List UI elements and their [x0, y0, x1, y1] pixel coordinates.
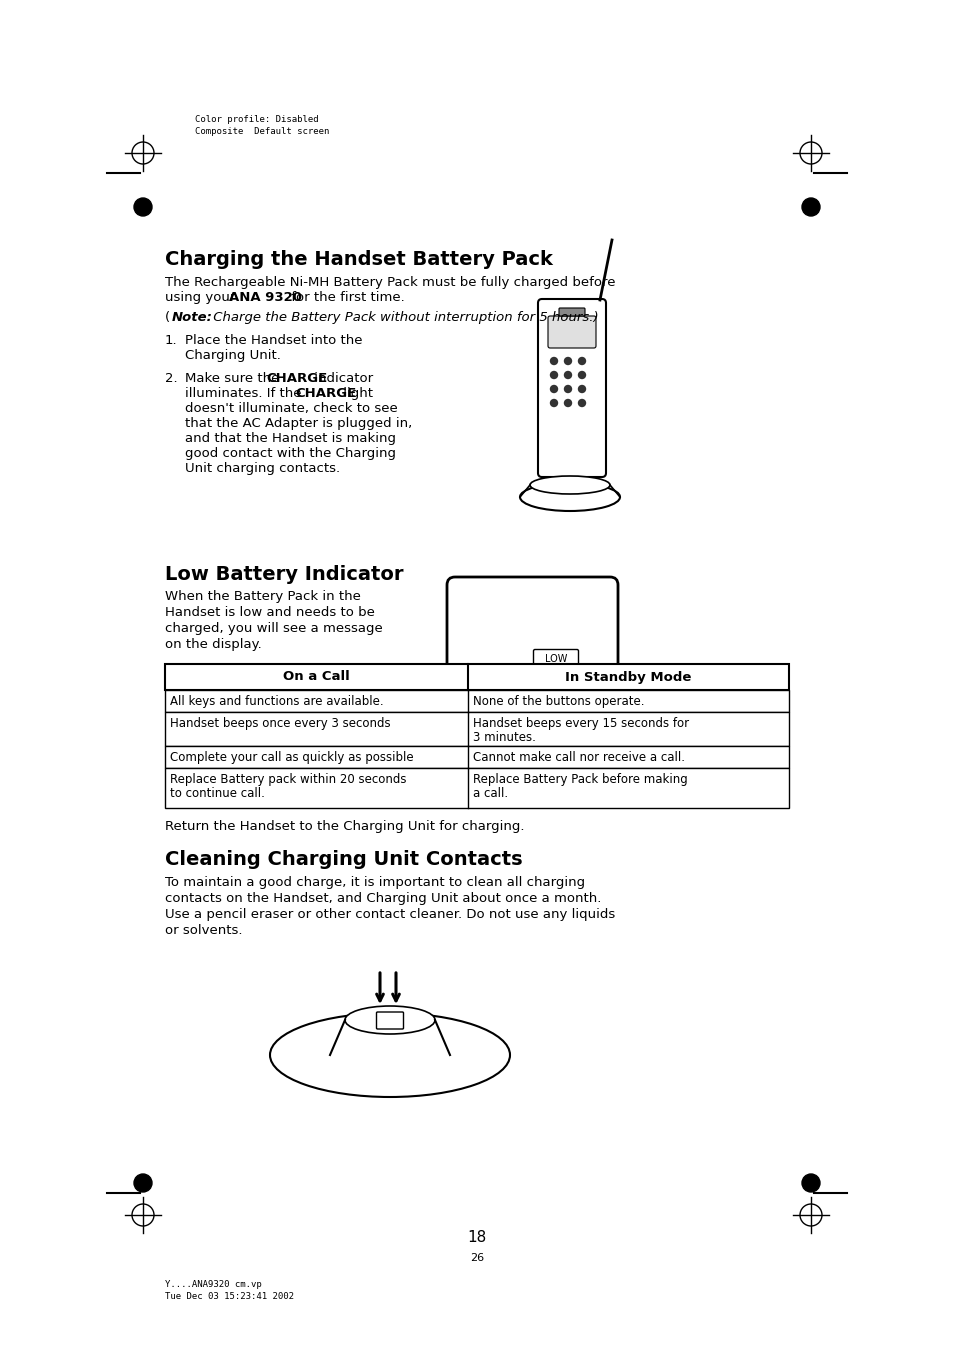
Text: Replace Battery pack within 20 seconds: Replace Battery pack within 20 seconds [170, 773, 406, 786]
Text: Cleaning Charging Unit Contacts: Cleaning Charging Unit Contacts [165, 850, 522, 869]
Text: None of the buttons operate.: None of the buttons operate. [473, 694, 644, 708]
Text: Cannot make call nor receive a call.: Cannot make call nor receive a call. [473, 751, 684, 765]
Text: Complete your call as quickly as possible: Complete your call as quickly as possibl… [170, 751, 414, 765]
Bar [165, 712, 788, 746]
Text: All keys and functions are available.: All keys and functions are available. [170, 694, 383, 708]
Text: Charging the Handset Battery Pack: Charging the Handset Battery Pack [165, 250, 553, 269]
FancyBboxPatch shape [376, 1012, 403, 1029]
Circle shape [578, 385, 585, 393]
Text: charged, you will see a message: charged, you will see a message [165, 621, 382, 635]
Text: that the AC Adapter is plugged in,: that the AC Adapter is plugged in, [185, 417, 412, 430]
Text: Charging Unit.: Charging Unit. [185, 349, 280, 362]
Text: or solvents.: or solvents. [165, 924, 242, 938]
Bar [165, 767, 788, 808]
Circle shape [550, 372, 557, 378]
Bar [165, 746, 788, 767]
Text: Note:: Note: [172, 311, 213, 324]
Text: Use a pencil eraser or other contact cleaner. Do not use any liquids: Use a pencil eraser or other contact cle… [165, 908, 615, 921]
Text: contacts on the Handset, and Charging Unit about once a month.: contacts on the Handset, and Charging Un… [165, 892, 600, 905]
FancyBboxPatch shape [447, 577, 618, 681]
Text: indicator: indicator [310, 372, 373, 385]
Text: Place the Handset into the: Place the Handset into the [185, 334, 362, 347]
Text: Handset is low and needs to be: Handset is low and needs to be [165, 607, 375, 619]
Text: CHARGE: CHARGE [266, 372, 327, 385]
Circle shape [801, 199, 820, 216]
Circle shape [550, 358, 557, 365]
Ellipse shape [270, 1013, 510, 1097]
Ellipse shape [345, 1006, 435, 1034]
Text: Handset beeps every 15 seconds for: Handset beeps every 15 seconds for [473, 717, 688, 730]
Circle shape [550, 400, 557, 407]
Text: Color profile: Disabled: Color profile: Disabled [194, 115, 318, 124]
Ellipse shape [530, 476, 609, 494]
Circle shape [578, 358, 585, 365]
Text: Replace Battery Pack before making: Replace Battery Pack before making [473, 773, 687, 786]
Text: illuminates. If the: illuminates. If the [185, 386, 305, 400]
Text: a call.: a call. [473, 788, 508, 800]
Circle shape [578, 400, 585, 407]
Text: 26: 26 [470, 1252, 483, 1263]
Text: The Rechargeable Ni-MH Battery Pack must be fully charged before: The Rechargeable Ni-MH Battery Pack must… [165, 276, 615, 289]
Text: good contact with the Charging: good contact with the Charging [185, 447, 395, 459]
Text: on the display.: on the display. [165, 638, 261, 651]
Circle shape [133, 199, 152, 216]
FancyBboxPatch shape [558, 308, 584, 316]
Text: (: ( [165, 311, 170, 324]
Circle shape [550, 385, 557, 393]
Text: In Standby Mode: In Standby Mode [565, 670, 691, 684]
Text: 3 minutes.: 3 minutes. [473, 731, 536, 744]
Ellipse shape [519, 484, 619, 511]
Text: light: light [338, 386, 373, 400]
Circle shape [564, 372, 571, 378]
FancyBboxPatch shape [533, 650, 578, 669]
Text: Return the Handset to the Charging Unit for charging.: Return the Handset to the Charging Unit … [165, 820, 524, 834]
Text: LOW: LOW [544, 654, 567, 663]
Text: To maintain a good charge, it is important to clean all charging: To maintain a good charge, it is importa… [165, 875, 584, 889]
Text: for the first time.: for the first time. [287, 290, 404, 304]
Text: 18: 18 [467, 1229, 486, 1246]
Text: Low Battery Indicator: Low Battery Indicator [165, 565, 403, 584]
Circle shape [133, 1174, 152, 1192]
Text: Charge the Battery Pack without interruption for 5 hours.): Charge the Battery Pack without interrup… [209, 311, 598, 324]
Text: 1.: 1. [165, 334, 177, 347]
Text: Y....ANA9320 cm.vp: Y....ANA9320 cm.vp [165, 1279, 261, 1289]
Circle shape [801, 1174, 820, 1192]
Text: Make sure the: Make sure the [185, 372, 283, 385]
Circle shape [578, 372, 585, 378]
Text: CHARGE: CHARGE [294, 386, 355, 400]
Circle shape [564, 358, 571, 365]
FancyBboxPatch shape [547, 316, 596, 349]
Text: 2.: 2. [165, 372, 177, 385]
Text: Unit charging contacts.: Unit charging contacts. [185, 462, 340, 476]
Text: doesn't illuminate, check to see: doesn't illuminate, check to see [185, 403, 397, 415]
Text: ANA 9320: ANA 9320 [229, 290, 302, 304]
Circle shape [564, 385, 571, 393]
Text: and that the Handset is making: and that the Handset is making [185, 432, 395, 444]
Text: using your: using your [165, 290, 239, 304]
FancyBboxPatch shape [537, 299, 605, 477]
Bar [165, 690, 788, 712]
Text: Tue Dec 03 15:23:41 2002: Tue Dec 03 15:23:41 2002 [165, 1292, 294, 1301]
Text: to continue call.: to continue call. [170, 788, 265, 800]
Text: On a Call: On a Call [283, 670, 350, 684]
Text: Composite  Default screen: Composite Default screen [194, 127, 329, 136]
Bar [165, 663, 788, 690]
Circle shape [564, 400, 571, 407]
Text: When the Battery Pack in the: When the Battery Pack in the [165, 590, 360, 603]
Text: Handset beeps once every 3 seconds: Handset beeps once every 3 seconds [170, 717, 390, 730]
